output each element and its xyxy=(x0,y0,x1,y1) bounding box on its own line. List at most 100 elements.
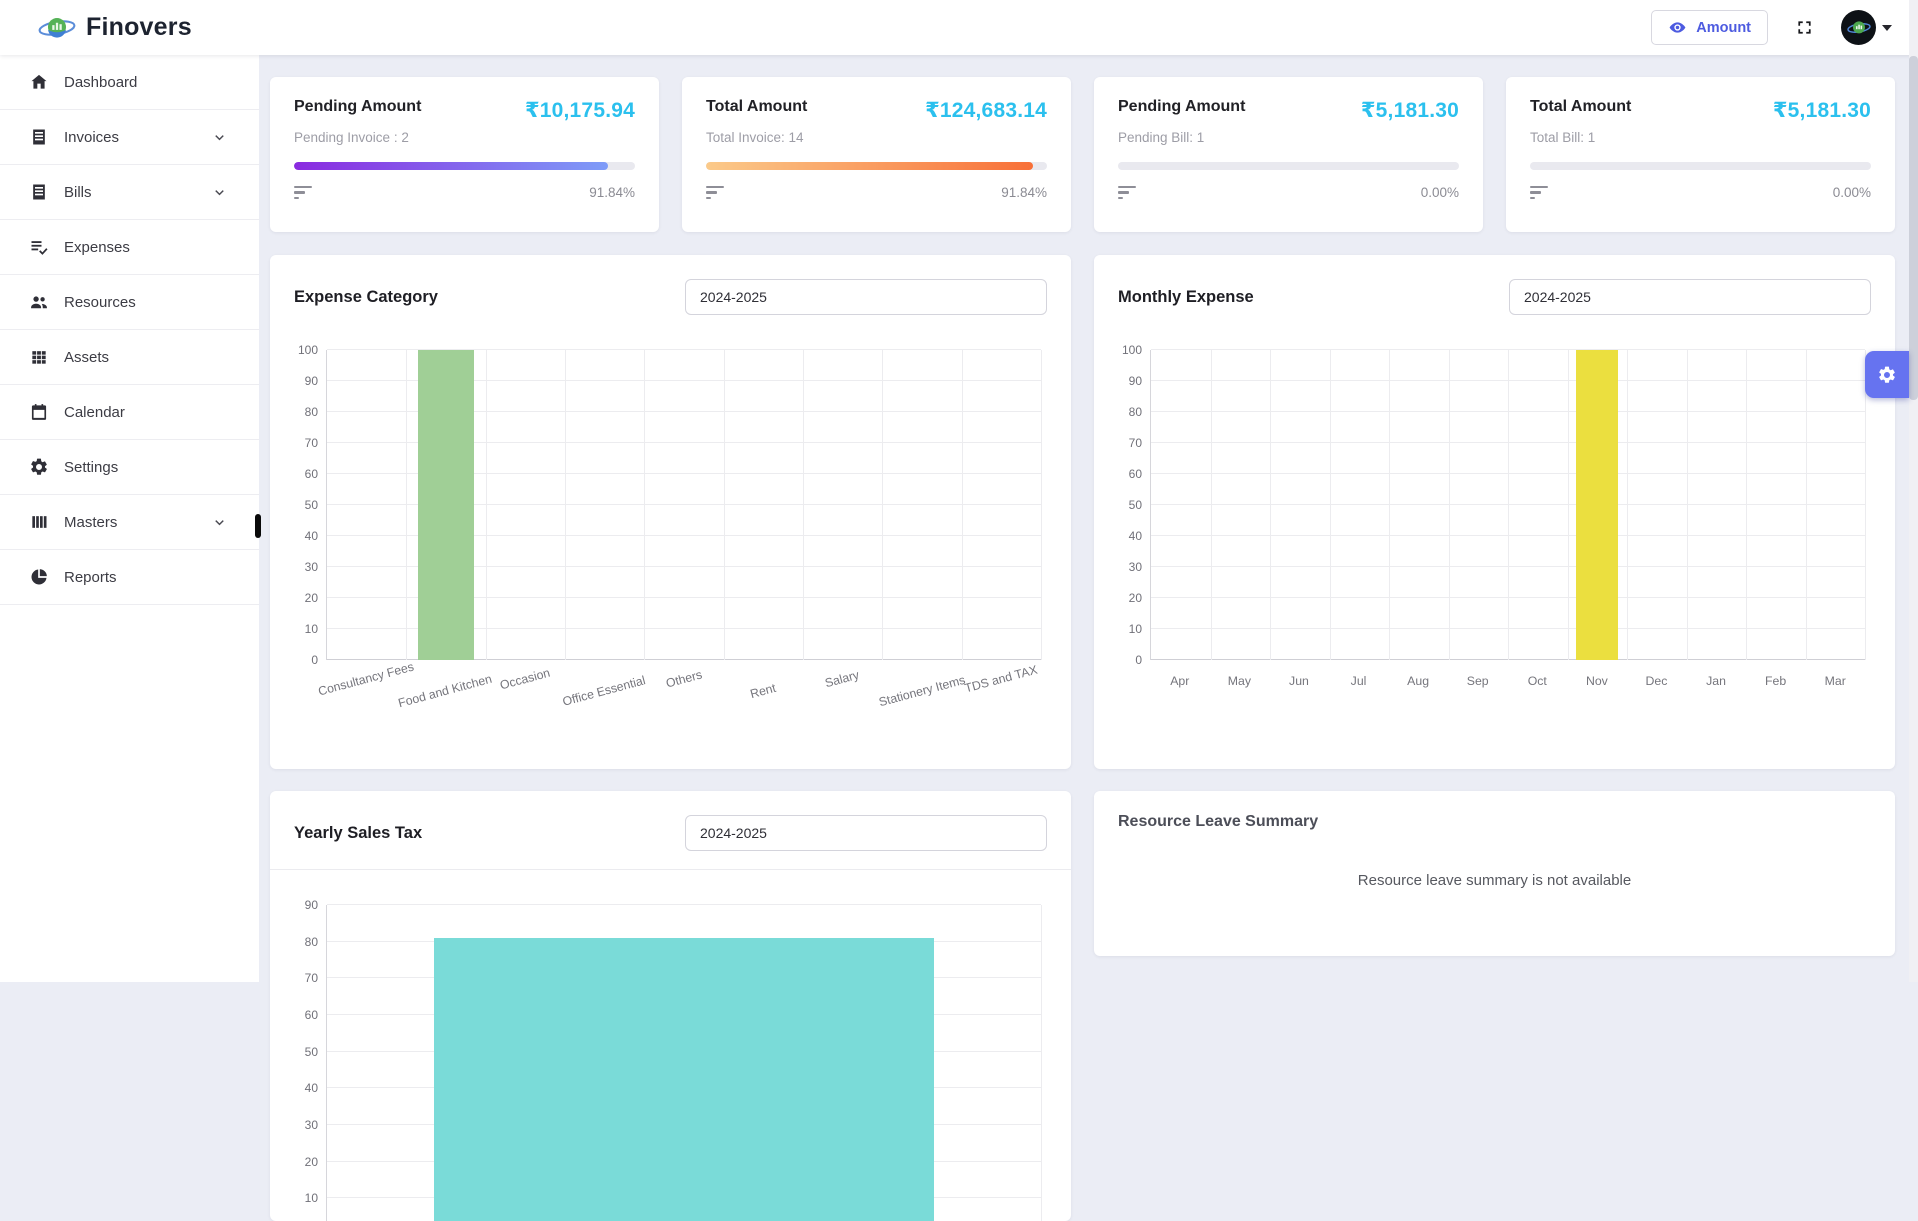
expense-category-year-select[interactable]: 2024-2025 xyxy=(685,279,1047,315)
amount-button[interactable]: Amount xyxy=(1651,10,1768,45)
sidebar-item-reports[interactable]: Reports xyxy=(0,550,259,605)
gridline-x xyxy=(1389,350,1390,660)
y-axis-tick-label: 20 xyxy=(1098,591,1142,605)
chart-bar[interactable] xyxy=(1576,350,1618,660)
filter-line xyxy=(1118,197,1123,200)
gridline-x xyxy=(1865,350,1866,660)
gridline-x xyxy=(724,350,725,660)
filter-icon[interactable] xyxy=(294,186,312,200)
stat-card-footer: 0.00% xyxy=(1118,185,1459,200)
y-axis-tick-label: 80 xyxy=(274,935,318,949)
gridline-x xyxy=(1041,350,1042,660)
filter-line xyxy=(1530,191,1541,194)
x-axis-tick-label: Jun xyxy=(1289,674,1309,688)
x-axis-tick-label: Nov xyxy=(1586,674,1608,688)
chart-plot-area xyxy=(326,350,1041,660)
stat-card-subtitle: Pending Invoice : 2 xyxy=(294,130,635,145)
stat-card-percent: 0.00% xyxy=(1833,185,1871,200)
gridline-x xyxy=(406,350,407,660)
sidebar-item-invoices[interactable]: Invoices xyxy=(0,110,259,165)
x-axis-tick-label: Consultancy Fees xyxy=(316,659,415,698)
gridline-x xyxy=(1627,350,1628,660)
sidebar-item-label: Assets xyxy=(64,349,109,366)
sidebar-item-resources[interactable]: Resources xyxy=(0,275,259,330)
stat-card: Total Amount₹124,683.14 Total Invoice: 14… xyxy=(682,77,1071,232)
y-axis-tick-label: 50 xyxy=(1098,498,1142,512)
x-axis-tick-label: Feb xyxy=(1765,674,1786,688)
chart-bar[interactable] xyxy=(418,350,474,660)
page-scrollbar[interactable] xyxy=(1909,0,1918,982)
x-axis-tick-label: Oct xyxy=(1528,674,1547,688)
x-axis-tick-label: TDS and TAX xyxy=(963,663,1039,696)
sidebar-item-assets[interactable]: Assets xyxy=(0,330,259,385)
filter-line xyxy=(294,186,312,189)
y-axis-tick-label: 70 xyxy=(274,436,318,450)
stat-card-value: ₹5,181.30 xyxy=(1361,98,1459,123)
invoice-icon xyxy=(29,127,49,147)
y-axis-tick-label: 70 xyxy=(274,971,318,985)
stat-card: Total Amount₹5,181.30 Total Bill: 1 0.00% xyxy=(1506,77,1895,232)
settings-fab-button[interactable] xyxy=(1865,351,1909,398)
y-axis-tick-label: 80 xyxy=(1098,405,1142,419)
filter-line xyxy=(1118,191,1129,194)
gridline-x xyxy=(486,350,487,660)
sidebar-item-label: Masters xyxy=(64,514,117,531)
filter-icon[interactable] xyxy=(1118,186,1136,200)
pie-chart-icon xyxy=(29,567,49,587)
gridline-x xyxy=(1211,350,1212,660)
y-axis-tick-label: 90 xyxy=(274,898,318,912)
monthly-expense-year-select[interactable]: 2024-2025 xyxy=(1509,279,1871,315)
sidebar-item-calendar[interactable]: Calendar xyxy=(0,385,259,440)
gridline-x xyxy=(1041,905,1042,1221)
sidebar-item-label: Dashboard xyxy=(64,74,137,91)
user-menu[interactable] xyxy=(1841,10,1892,45)
gridline-x xyxy=(962,350,963,660)
filter-icon[interactable] xyxy=(1530,186,1548,200)
gear-icon xyxy=(1877,365,1897,385)
stat-card-subtitle: Total Bill: 1 xyxy=(1530,130,1871,145)
progress-bar xyxy=(706,162,1047,170)
chart-bar[interactable] xyxy=(434,938,934,1221)
yearly-sales-tax-card: Yearly Sales Tax 2024-2025 0102030405060… xyxy=(270,791,1071,1221)
calendar-icon xyxy=(29,402,49,422)
stat-card-title: Total Amount xyxy=(1530,98,1631,116)
y-axis-tick-label: 30 xyxy=(274,1118,318,1132)
stat-card-value: ₹10,175.94 xyxy=(525,98,635,123)
stat-card-top: Total Amount₹5,181.30 xyxy=(1530,98,1871,123)
monthly-expense-title: Monthly Expense xyxy=(1118,288,1254,307)
filter-line xyxy=(1118,186,1136,189)
stat-card-top: Total Amount₹124,683.14 xyxy=(706,98,1047,123)
y-axis-tick-label: 10 xyxy=(274,1191,318,1205)
filter-line xyxy=(1530,197,1535,200)
resource-leave-summary-card: Resource Leave Summary Resource leave su… xyxy=(1094,791,1895,956)
avatar-logo-icon xyxy=(1847,18,1871,38)
chevron-down-icon xyxy=(212,185,227,200)
stat-card-title: Pending Amount xyxy=(294,98,421,116)
y-axis-tick-label: 60 xyxy=(1098,467,1142,481)
stat-card-percent: 91.84% xyxy=(589,185,635,200)
y-axis-tick-label: 0 xyxy=(274,653,318,667)
chart-plot-area xyxy=(1150,350,1865,660)
page-scrollbar-thumb[interactable] xyxy=(1909,56,1918,400)
sidebar-item-expenses[interactable]: Expenses xyxy=(0,220,259,275)
sidebar-item-dashboard[interactable]: Dashboard xyxy=(0,55,259,110)
sidebar-scrollbar-thumb[interactable] xyxy=(255,514,261,538)
chevron-down-icon xyxy=(212,515,227,530)
x-axis-tick-label: Dec xyxy=(1646,674,1668,688)
yearly-sales-tax-year-select[interactable]: 2024-2025 xyxy=(685,815,1047,851)
y-axis-tick-label: 100 xyxy=(1098,343,1142,357)
gridline-x xyxy=(882,350,883,660)
x-axis-tick-label: Salary xyxy=(824,668,861,691)
filter-icon[interactable] xyxy=(706,186,724,200)
stat-card-subtitle: Total Invoice: 14 xyxy=(706,130,1047,145)
fullscreen-button[interactable] xyxy=(1794,17,1815,38)
sidebar-item-bills[interactable]: Bills xyxy=(0,165,259,220)
sidebar-item-settings[interactable]: Settings xyxy=(0,440,259,495)
bottom-row: Yearly Sales Tax 2024-2025 0102030405060… xyxy=(270,791,1895,1221)
sidebar-item-masters[interactable]: Masters xyxy=(0,495,259,550)
sidebar-item-label: Settings xyxy=(64,459,118,476)
